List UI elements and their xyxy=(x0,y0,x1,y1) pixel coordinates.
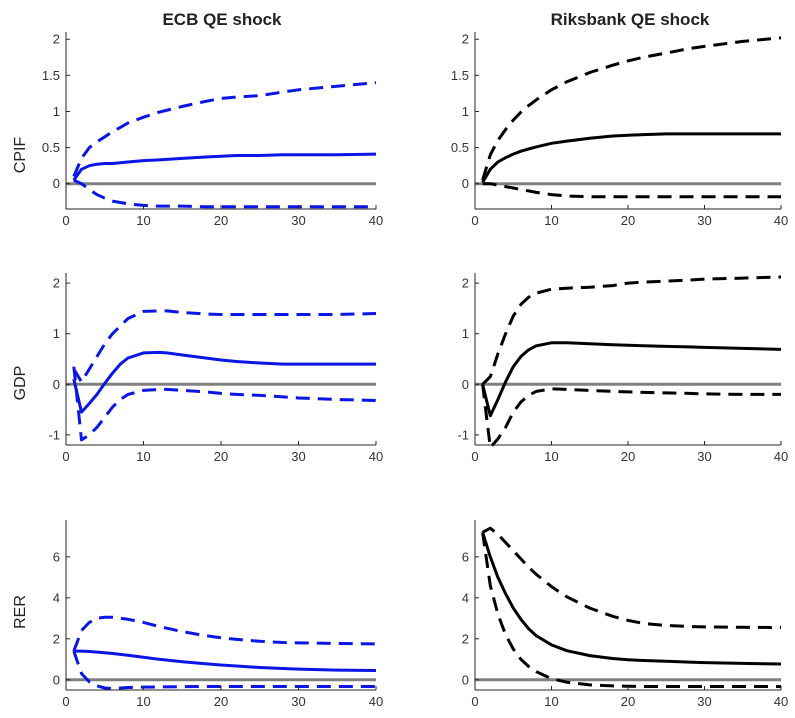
y-tick-label: 0 xyxy=(462,176,469,191)
y-tick-label: 0.5 xyxy=(451,140,469,155)
series-lower-line xyxy=(72,366,377,442)
series-median-line xyxy=(481,132,781,184)
series-upper-line xyxy=(72,81,377,178)
y-tick-label: 0 xyxy=(53,176,60,191)
y-tick-label: 1.5 xyxy=(42,68,60,83)
x-tick-label: 40 xyxy=(774,694,788,709)
panel-cpif-ecb: 0 10 20 30 40 0 0.5 1 1.5 2 xyxy=(42,32,383,228)
x-tick-label: 0 xyxy=(471,449,478,464)
series-median-line xyxy=(481,341,782,418)
y-tick-label: -1 xyxy=(457,427,469,442)
y-tick-label: 2 xyxy=(462,32,469,47)
x-tick-label: 20 xyxy=(214,213,228,228)
x-tick-label: 40 xyxy=(774,213,788,228)
x-tick-label: 40 xyxy=(369,449,383,464)
y-tick-label: 6 xyxy=(462,549,469,564)
x-tick-label: 30 xyxy=(697,694,711,709)
x-tick-label: 20 xyxy=(621,694,635,709)
panel-cpif-riksbank: 0 10 20 30 40 0 0.5 1 1.5 2 xyxy=(451,32,788,228)
y-tick-label: 0.5 xyxy=(42,140,60,155)
x-tick-label: 10 xyxy=(544,694,558,709)
y-tick-label: 2 xyxy=(53,631,60,646)
y-tick-label: 2 xyxy=(53,276,60,291)
x-tick-label: 40 xyxy=(369,213,383,228)
series-median-line xyxy=(73,649,377,672)
y-tick-label: -1 xyxy=(48,427,60,442)
x-tick-label: 10 xyxy=(544,449,558,464)
y-tick-label: 0 xyxy=(53,377,60,392)
x-tick-label: 0 xyxy=(471,213,478,228)
y-tick-label: 6 xyxy=(53,549,60,564)
y-tick-label: 1 xyxy=(462,326,469,341)
panel-rer-riksbank: 0 10 20 30 40 0 2 4 6 xyxy=(462,520,788,709)
x-tick-label: 10 xyxy=(544,213,558,228)
series-upper-line xyxy=(481,275,782,386)
x-tick-label: 20 xyxy=(214,694,228,709)
series-upper-line xyxy=(72,615,377,652)
x-tick-label: 0 xyxy=(62,449,69,464)
series-median-line xyxy=(481,531,782,666)
y-tick-label: 0 xyxy=(462,672,469,687)
column-title-ecb: ECB QE shock xyxy=(162,10,282,29)
y-tick-label: 2 xyxy=(53,32,60,47)
row-label-rer: RER xyxy=(12,595,29,629)
y-tick-label: 0 xyxy=(53,672,60,687)
x-tick-label: 20 xyxy=(214,449,228,464)
y-tick-label: 1 xyxy=(53,104,60,119)
y-tick-label: 2 xyxy=(462,631,469,646)
row-label-cpif: CPIF xyxy=(12,137,29,174)
x-tick-label: 30 xyxy=(697,449,711,464)
y-tick-label: 1.5 xyxy=(451,68,469,83)
series-upper-line xyxy=(481,526,782,629)
column-title-riksbank: Riksbank QE shock xyxy=(551,10,710,29)
x-tick-label: 0 xyxy=(62,213,69,228)
x-tick-label: 30 xyxy=(291,694,305,709)
series-lower-line xyxy=(482,182,781,199)
series-upper-line xyxy=(72,309,377,384)
y-tick-label: 4 xyxy=(53,590,60,605)
x-tick-label: 40 xyxy=(774,449,788,464)
x-tick-label: 20 xyxy=(621,449,635,464)
x-tick-label: 10 xyxy=(136,694,150,709)
y-tick-label: 1 xyxy=(53,326,60,341)
row-label-gdp: GDP xyxy=(12,366,29,401)
series-lower-line xyxy=(73,178,376,209)
series-median-line xyxy=(72,152,377,181)
y-tick-label: 1 xyxy=(462,104,469,119)
x-tick-label: 10 xyxy=(136,213,150,228)
series-upper-line xyxy=(481,36,782,181)
x-tick-label: 30 xyxy=(697,213,711,228)
panel-rer-ecb: 0 10 20 30 40 0 2 4 6 xyxy=(53,520,383,709)
x-tick-label: 20 xyxy=(621,213,635,228)
x-tick-label: 40 xyxy=(369,694,383,709)
series-lower-line xyxy=(72,650,376,690)
y-tick-label: 2 xyxy=(462,276,469,291)
x-tick-label: 0 xyxy=(471,694,478,709)
x-tick-label: 30 xyxy=(291,449,305,464)
x-tick-label: 30 xyxy=(291,213,305,228)
x-tick-label: 10 xyxy=(136,449,150,464)
y-tick-label: 0 xyxy=(462,377,469,392)
series-median-line xyxy=(72,350,376,414)
series-lower-line xyxy=(481,384,781,449)
y-tick-label: 4 xyxy=(462,590,469,605)
series-lower-line xyxy=(481,532,781,688)
x-tick-label: 0 xyxy=(62,694,69,709)
